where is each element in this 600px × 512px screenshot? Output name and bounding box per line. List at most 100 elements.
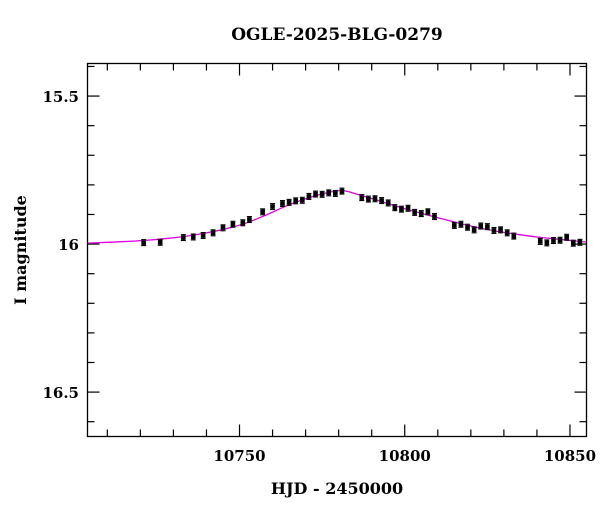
point-marker: [471, 227, 477, 233]
point-marker: [306, 194, 312, 199]
data-point: [190, 233, 196, 241]
axis-ticks: 10750 10800 10850 15.5 16 16.5: [42, 63, 596, 465]
point-marker: [260, 209, 265, 215]
y-tick-label: 16.5: [42, 384, 79, 402]
data-point: [210, 229, 216, 237]
x-tick-label: 10800: [379, 447, 431, 465]
data-point: [230, 220, 236, 228]
point-marker: [557, 237, 563, 243]
data-point: [564, 233, 570, 241]
point-marker: [412, 210, 417, 215]
data-point: [431, 213, 437, 221]
point-marker: [498, 227, 503, 233]
data-point: [270, 202, 276, 210]
point-marker: [418, 211, 424, 216]
data-point: [286, 198, 292, 206]
data-point: [157, 238, 163, 246]
point-marker: [465, 224, 470, 230]
point-marker: [339, 188, 345, 194]
data-point: [537, 237, 543, 245]
point-marker: [485, 224, 490, 229]
data-point: [478, 222, 484, 230]
data-point: [544, 239, 550, 247]
data-point: [141, 239, 147, 247]
data-point: [306, 192, 312, 200]
point-marker: [220, 225, 226, 231]
data-point: [504, 229, 510, 237]
data-point: [385, 199, 391, 207]
point-marker: [326, 190, 332, 196]
point-marker: [280, 201, 285, 206]
data-point: [498, 226, 504, 234]
data-point: [220, 224, 226, 232]
point-marker: [544, 240, 550, 246]
plot-frame: [86, 62, 588, 438]
data-point: [425, 208, 431, 216]
point-marker: [577, 240, 583, 245]
point-marker: [452, 223, 457, 228]
data-point: [313, 190, 319, 198]
point-marker: [570, 240, 576, 246]
point-marker: [319, 192, 325, 197]
data-point: [511, 232, 517, 240]
data-point: [458, 220, 464, 228]
point-marker: [399, 206, 404, 212]
data-point: [246, 215, 252, 224]
x-tick-label: 10750: [213, 447, 265, 465]
data-point: [484, 223, 490, 231]
data-point: [332, 189, 338, 197]
point-marker: [425, 209, 431, 215]
point-marker: [293, 198, 298, 204]
data-point: [372, 195, 378, 203]
data-point: [418, 210, 424, 218]
point-marker: [210, 230, 216, 236]
point-marker: [372, 196, 378, 202]
point-marker: [458, 221, 464, 227]
x-axis-label: HJD - 2450000: [271, 479, 403, 498]
point-marker: [432, 214, 437, 219]
point-marker: [379, 198, 384, 203]
data-point: [339, 187, 345, 195]
data-point: [491, 226, 497, 234]
point-marker: [313, 191, 318, 197]
x-tick-label: 10850: [544, 447, 596, 465]
point-marker: [141, 240, 146, 245]
data-point: [326, 189, 332, 197]
y-axis-label: I magnitude: [11, 195, 30, 305]
data-point: [451, 221, 457, 229]
point-marker: [385, 200, 391, 206]
point-marker: [240, 220, 246, 226]
data-point: [260, 208, 266, 216]
data-point: [405, 204, 411, 212]
data-point: [577, 238, 583, 246]
point-marker: [504, 230, 510, 236]
point-marker: [392, 205, 398, 210]
chart-title: OGLE-2025-BLG-0279: [231, 25, 443, 45]
data-point: [557, 236, 563, 244]
point-marker: [157, 240, 163, 245]
point-marker: [359, 195, 365, 200]
data-point: [471, 226, 477, 234]
point-marker: [333, 191, 338, 196]
data-point: [279, 200, 285, 208]
point-marker: [300, 197, 305, 203]
point-marker: [200, 233, 206, 238]
data-point: [392, 204, 398, 212]
point-marker: [564, 234, 569, 240]
data-point: [465, 223, 471, 231]
data-point: [550, 237, 556, 245]
point-marker: [270, 204, 275, 209]
data-point: [359, 194, 365, 202]
data-points-layer: [141, 187, 583, 247]
point-marker: [405, 205, 411, 211]
data-point: [379, 197, 385, 205]
data-point: [319, 190, 325, 198]
data-point: [299, 196, 305, 204]
data-point: [570, 239, 576, 247]
data-point: [240, 219, 246, 227]
data-point: [412, 208, 418, 216]
point-marker: [190, 234, 196, 240]
y-tick-label: 15.5: [42, 88, 79, 106]
data-point: [398, 205, 404, 213]
